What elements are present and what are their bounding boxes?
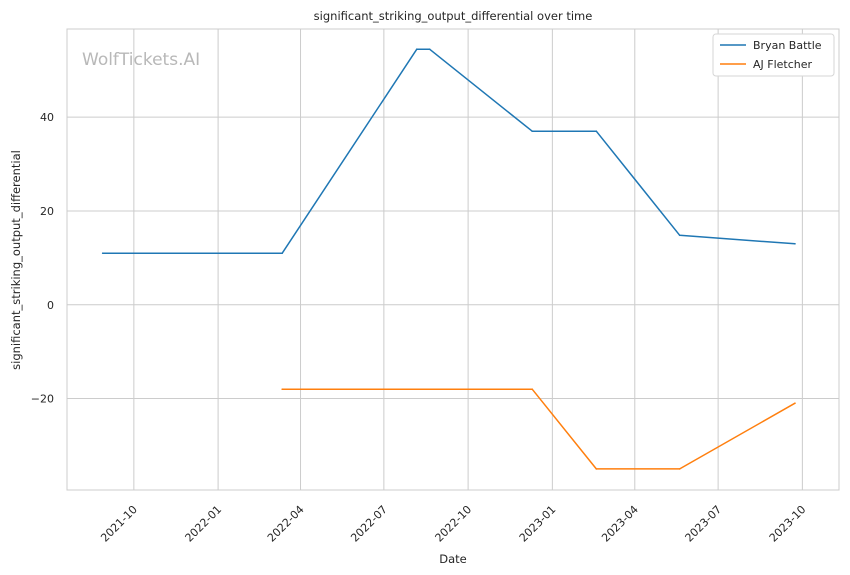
data-point-bryan-battle-7 bbox=[794, 243, 796, 245]
y-tick-label: 20 bbox=[40, 205, 54, 218]
watermark: WolfTickets.AI bbox=[82, 50, 200, 70]
data-point-bryan-battle-2 bbox=[416, 48, 418, 50]
legend-label-bryan-battle: Bryan Battle bbox=[753, 39, 822, 52]
y-axis-label: significant_striking_output_differential bbox=[9, 150, 23, 370]
data-point-bryan-battle-4 bbox=[531, 130, 533, 132]
data-point-aj-fletcher-3 bbox=[678, 468, 681, 470]
data-point-bryan-battle-1 bbox=[281, 252, 284, 254]
data-point-bryan-battle-3 bbox=[428, 48, 431, 50]
data-point-aj-fletcher-1 bbox=[531, 388, 533, 391]
x-axis-label: Date bbox=[439, 552, 467, 566]
data-point-aj-fletcher-0 bbox=[281, 388, 284, 391]
legend: Bryan Battle AJ Fletcher bbox=[712, 33, 835, 77]
series-line-bryan-battle bbox=[102, 48, 796, 254]
y-tick-label: 40 bbox=[40, 111, 54, 124]
y-axis: −20 0 20 40 bbox=[31, 111, 54, 405]
y-tick-label: 0 bbox=[47, 299, 54, 312]
data-point-bryan-battle-0 bbox=[101, 252, 104, 254]
plot-frame bbox=[66, 28, 840, 491]
y-tick-label: −20 bbox=[31, 393, 54, 406]
legend-label-aj-fletcher: AJ Fletcher bbox=[753, 58, 813, 71]
data-point-aj-fletcher-2 bbox=[595, 468, 598, 470]
grid bbox=[67, 29, 839, 490]
data-point-aj-fletcher-4 bbox=[794, 402, 796, 405]
chart-title: significant_striking_output_differential… bbox=[314, 9, 593, 23]
data-point-bryan-battle-5 bbox=[595, 130, 598, 132]
data-point-bryan-battle-6 bbox=[678, 234, 681, 237]
series-layer bbox=[101, 48, 796, 470]
